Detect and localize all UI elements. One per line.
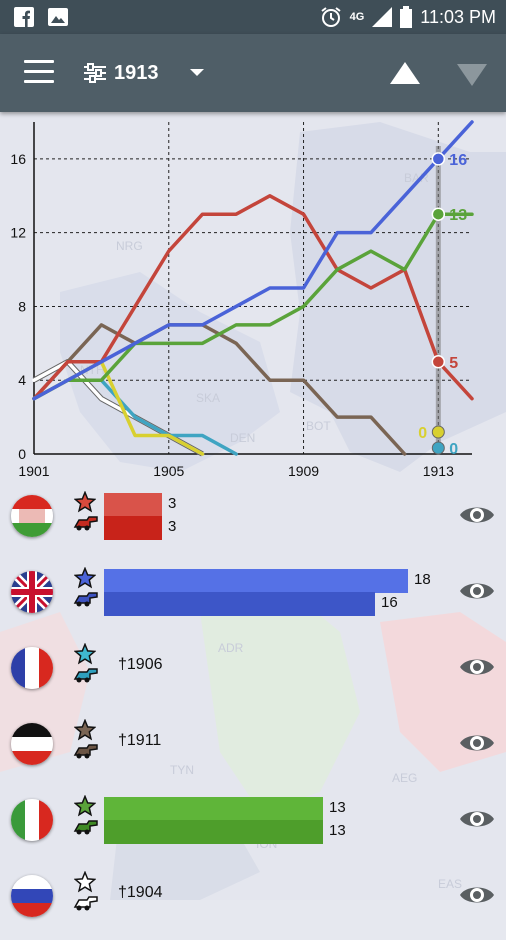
x-tick-label: 1913 (423, 463, 454, 479)
russia-flag-icon (11, 875, 53, 917)
alarm-icon (320, 7, 341, 27)
eliminated-year: †1911 (118, 732, 162, 749)
nation-row-germany[interactable]: †1911 (0, 712, 506, 788)
series-line (32, 194, 474, 401)
eye-icon[interactable] (458, 654, 496, 680)
map-label: ADR (218, 641, 244, 655)
nation-row-italy[interactable]: 13 13 (0, 788, 506, 864)
map-label: NRG (116, 239, 143, 253)
series-line (32, 212, 474, 401)
britain-flag-icon (11, 571, 53, 613)
y-tick-label: 8 (18, 298, 26, 314)
nation-row-britain[interactable]: 18 16 (0, 560, 506, 636)
unit-count-bar (104, 820, 323, 844)
star-icon (74, 491, 96, 513)
supply-center-count: 3 (168, 495, 177, 512)
star-icon (74, 567, 96, 589)
map-label: SKA (196, 391, 220, 405)
x-tick-label: 1909 (288, 463, 319, 479)
eye-icon[interactable] (458, 806, 496, 832)
supply-center-bar (104, 493, 162, 517)
eliminated-year: †1904 (118, 884, 163, 901)
series-end-label: 13 (449, 207, 467, 224)
map-label: TYN (170, 763, 194, 777)
clock: 11:03 PM (420, 6, 496, 27)
supply-center-bar (104, 569, 408, 593)
y-tick-label: 16 (10, 151, 26, 167)
y-tick-label: 0 (18, 446, 26, 462)
series-point (431, 152, 446, 166)
unit-count-bar (104, 516, 162, 540)
star-icon (74, 643, 96, 665)
nation-row-russia[interactable]: †1904 (0, 864, 506, 940)
series-point (431, 207, 446, 221)
x-tick-label: 1905 (153, 463, 184, 479)
network-type: 4G (349, 11, 365, 23)
series-end-label: 0 (449, 441, 458, 458)
sliders-icon (84, 63, 106, 83)
eye-icon[interactable] (458, 502, 496, 528)
triangle-down-icon[interactable] (457, 64, 487, 86)
signal-icon (372, 7, 393, 27)
supply-center-bar (104, 797, 323, 821)
eye-icon[interactable] (458, 730, 496, 756)
series-point (431, 425, 445, 439)
map-label: NTH (80, 363, 105, 377)
star-icon (74, 795, 96, 817)
series-end-label: 5 (449, 355, 458, 372)
x-tick-label: 1901 (18, 463, 49, 479)
year-dropdown[interactable]: 1913 (84, 58, 205, 88)
unit-count: 3 (168, 518, 177, 535)
hamburger-menu-icon[interactable] (24, 60, 54, 86)
series-end-label: 0 (418, 425, 427, 442)
map-label: EAS (438, 877, 462, 891)
star-icon (74, 719, 96, 741)
map-label: BOT (306, 419, 331, 433)
chevron-down-icon (189, 69, 204, 76)
unit-count: 16 (381, 594, 398, 611)
map-label: DEN (230, 431, 255, 445)
army-icon (73, 820, 98, 835)
army-icon (73, 516, 98, 531)
image-icon (48, 8, 68, 26)
series-line (32, 120, 474, 401)
series-point (431, 441, 445, 455)
army-icon (73, 592, 98, 607)
series-line (32, 378, 238, 456)
series-point (431, 355, 446, 369)
selected-year: 1913 (114, 61, 159, 84)
battery-icon (400, 6, 413, 28)
austria-flag-icon (11, 495, 53, 537)
eye-icon[interactable] (458, 578, 496, 604)
facebook-icon (14, 7, 34, 27)
triangle-up-icon[interactable] (390, 62, 420, 84)
eye-icon[interactable] (458, 882, 496, 908)
supply-center-count: 13 (329, 799, 346, 816)
map-label: AEG (392, 771, 417, 785)
germany-flag-icon (11, 723, 53, 765)
army-icon (73, 668, 98, 683)
status-bar: 4G 11:03 PM (0, 0, 506, 34)
nation-row-france[interactable]: †1906 (0, 636, 506, 712)
army-icon (73, 744, 98, 759)
france-flag-icon (11, 647, 53, 689)
italy-flag-icon (11, 799, 53, 841)
unit-count-bar (104, 592, 375, 616)
eliminated-year: †1906 (118, 656, 163, 673)
y-tick-label: 4 (18, 372, 26, 388)
army-icon (73, 896, 98, 911)
star-icon (74, 871, 96, 893)
supply-center-count: 18 (414, 571, 431, 588)
series-end-label: 16 (449, 152, 467, 169)
y-tick-label: 12 (10, 225, 26, 241)
supply-center-chart: 0 4 8 12 16 1901 1905 1909 1913 0 0 5 13 16 (10, 120, 474, 479)
app-bar: 1913 (0, 34, 506, 112)
unit-count: 13 (329, 822, 346, 839)
